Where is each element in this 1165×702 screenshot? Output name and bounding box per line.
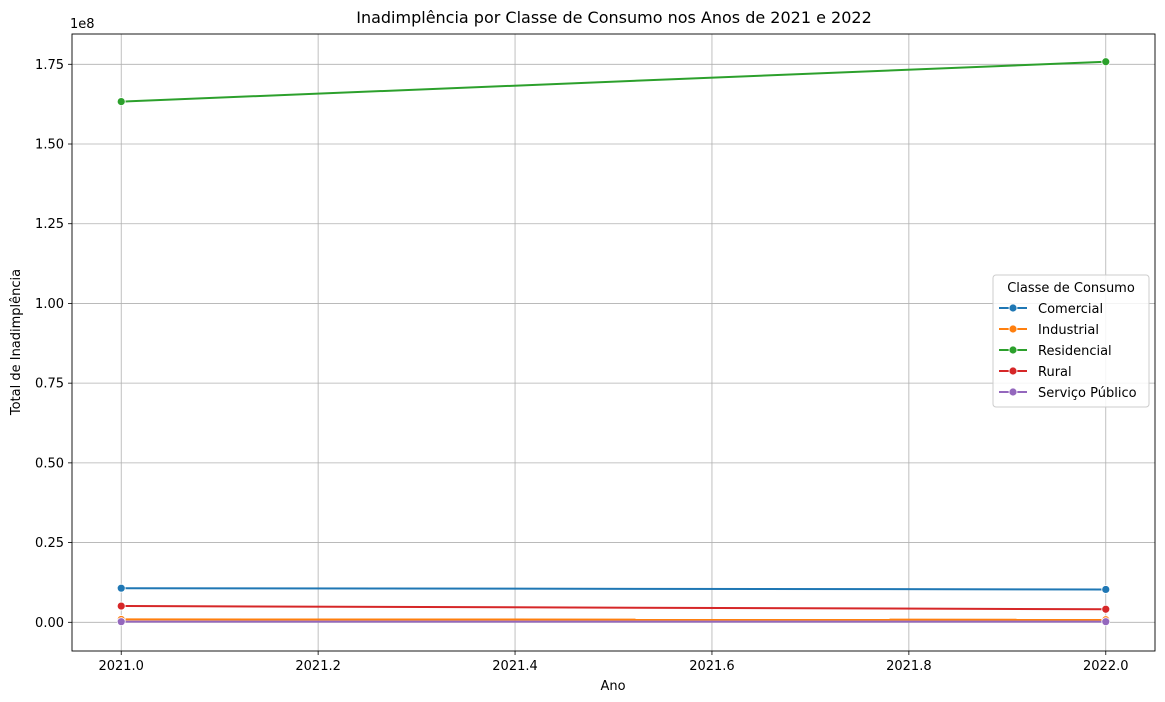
- series-line-residencial: [121, 60, 1106, 103]
- x-tick-label: 2021.4: [492, 659, 538, 674]
- legend-marker-comercial: [1008, 303, 1018, 313]
- x-tick-label: 2021.2: [295, 659, 341, 674]
- data-point-comercial: [116, 583, 126, 593]
- legend-box: [992, 274, 1150, 408]
- ticks: 2021.0 2021.2 2021.4 2021.6 2021.8 2022.0 0.00…: [35, 58, 1128, 674]
- data-point-rural: [116, 601, 126, 611]
- legend: Classe de Consumo Comercial Industrial Res…: [992, 274, 1150, 408]
- legend-marker-rural: [1008, 366, 1018, 376]
- legend-label-residencial: Residencial: [1038, 344, 1112, 359]
- y-tick-label: 0.00: [35, 616, 64, 631]
- legend-label-comercial: Comercial: [1038, 302, 1103, 317]
- series-line-comercial: [121, 587, 1106, 591]
- x-tick-label: 2021.0: [98, 659, 144, 674]
- y-tick-label: 1.50: [35, 138, 64, 153]
- legend-label-rural: Rural: [1038, 365, 1072, 380]
- x-tick-label: 2022.0: [1083, 659, 1129, 674]
- legend-title: Classe de Consumo: [1007, 281, 1135, 296]
- data-point-residencial: [116, 97, 126, 106]
- legend-items: Comercial Industrial Residencial Rural Servi…: [999, 302, 1137, 401]
- y-axis-label: Total de Inadimplência: [9, 269, 24, 416]
- y-tick-label: 1.00: [35, 297, 64, 312]
- legend-label-servico-publico: Serviço Público: [1038, 386, 1137, 401]
- chart-title: Inadimplência por Classe de Consumo nos …: [356, 8, 872, 27]
- y-tick-label: 1.25: [35, 217, 64, 232]
- x-tick-label: 2021.6: [689, 659, 735, 674]
- plot-frame: [71, 33, 1156, 652]
- x-axis-label: Ano: [600, 679, 625, 694]
- data-point-rural: [1101, 604, 1111, 614]
- legend-marker-residencial: [1008, 345, 1018, 355]
- legend-marker-industrial: [1008, 324, 1018, 334]
- data-point-residencial: [1101, 57, 1111, 67]
- legend-label-industrial: Industrial: [1038, 323, 1099, 338]
- x-tick-label: 2021.8: [886, 659, 932, 674]
- y-offset-label: 1e8: [70, 17, 95, 32]
- series-group: [116, 57, 1111, 627]
- y-tick-label: 1.75: [35, 58, 64, 73]
- legend-marker-servico-publico: [1008, 387, 1018, 397]
- data-point-servico-publico: [1101, 617, 1111, 627]
- y-tick-label: 0.75: [35, 377, 64, 392]
- y-tick-label: 0.50: [35, 456, 64, 471]
- series-line-rural: [121, 605, 1106, 611]
- data-point-servico-publico: [116, 617, 126, 627]
- y-tick-label: 0.25: [35, 536, 64, 551]
- data-point-comercial: [1101, 585, 1111, 594]
